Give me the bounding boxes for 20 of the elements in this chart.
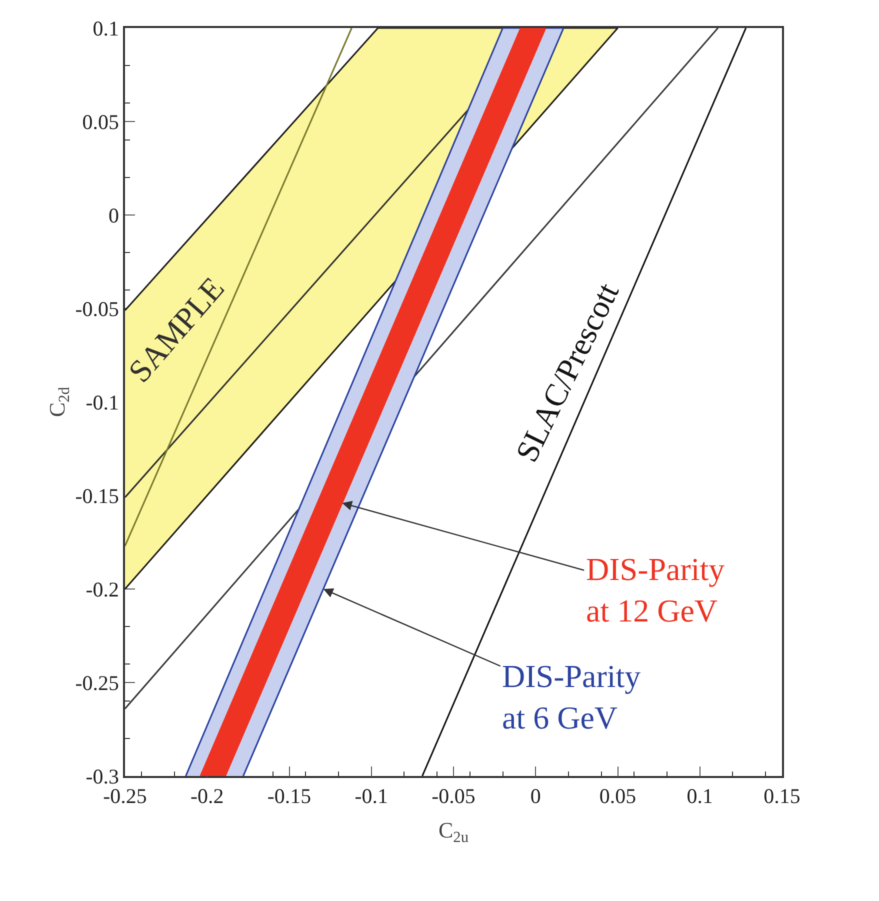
x-tick-label: 0 (530, 784, 541, 808)
y-tick-label: 0.05 (82, 110, 120, 134)
x-tick-label: 0.15 (764, 784, 800, 808)
y-tick-label: -0.15 (75, 484, 120, 508)
y-tick-label: -0.1 (86, 390, 120, 414)
x-tick-label: -0.1 (354, 784, 388, 808)
x-tick-label: 0.1 (686, 784, 714, 808)
x-tick-label: 0.05 (599, 784, 636, 808)
x-tick-label: -0.15 (267, 784, 312, 808)
y-tick-label: -0.05 (75, 296, 120, 321)
x-axis-title: C$_{2u}$ (438, 817, 469, 846)
y-tick-label: -0.2 (86, 577, 120, 602)
y-tick-label: 0 (108, 203, 120, 228)
x-tick-label: -0.2 (190, 784, 224, 808)
y-tick-label: -0.3 (86, 764, 120, 788)
text: DIS-Parity at 12 GeV (586, 551, 725, 629)
y-tick-label: 0.1 (92, 16, 120, 40)
y-tick-label: -0.25 (75, 670, 120, 695)
x-tick-label: -0.05 (432, 784, 476, 808)
text: DIS-Parity at 6 GeV (502, 658, 641, 736)
